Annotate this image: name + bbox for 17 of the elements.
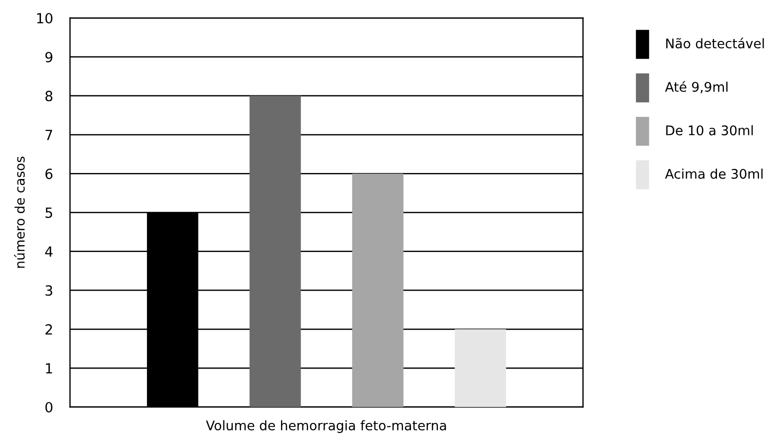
legend-label: Não detectável xyxy=(666,38,764,48)
y-tick-label: 7 xyxy=(46,130,52,140)
legend-label: De 10 a 30ml xyxy=(666,125,753,136)
y-tick-label: 9 xyxy=(45,52,52,62)
y-tick-label: 6 xyxy=(45,168,52,180)
x-axis-title: Volume de hemorragia feto-materna xyxy=(206,420,446,433)
y-tick-label: 0 xyxy=(45,402,52,412)
y-tick-label: 1 xyxy=(46,363,52,374)
legend-label: Até 9,9ml xyxy=(665,81,728,94)
y-tick-label: 4 xyxy=(45,246,53,257)
y-tick-label: 8 xyxy=(45,90,52,102)
legend-label: Acima de 30ml xyxy=(665,168,763,179)
y-tick-label: 10 xyxy=(37,12,52,24)
y-tick-label: 5 xyxy=(46,208,52,218)
y-tick-label: 3 xyxy=(46,285,52,296)
y-tick-label: 2 xyxy=(46,324,52,334)
y-axis-title: número de casos xyxy=(14,156,25,268)
